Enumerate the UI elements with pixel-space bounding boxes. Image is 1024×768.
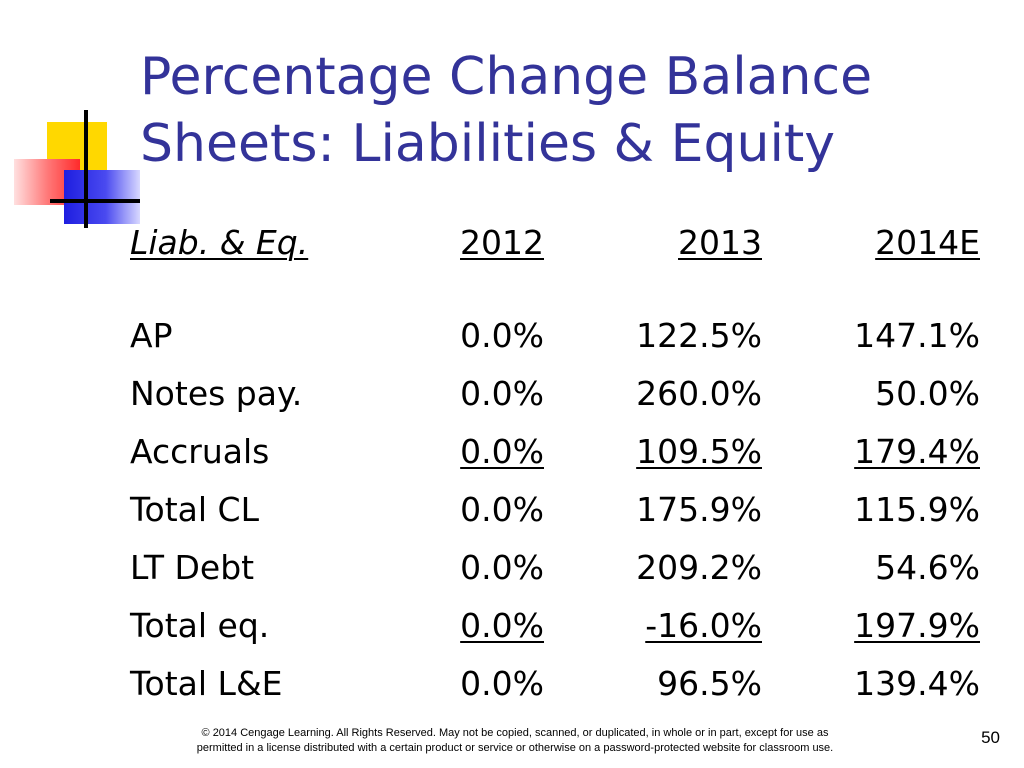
logo-horizontal-line bbox=[50, 199, 140, 203]
page-number: 50 bbox=[981, 728, 1000, 747]
value-2013: 175.9% bbox=[636, 490, 762, 529]
table-row: LT Debt 0.0% 209.2% 54.6% bbox=[130, 548, 980, 606]
logo-blue-square bbox=[64, 170, 140, 224]
value-2014e: 54.6% bbox=[875, 548, 980, 587]
value-2012: 0.0% bbox=[460, 664, 544, 703]
value-2014e: 197.9% bbox=[854, 606, 980, 645]
row-label: Total L&E bbox=[130, 664, 283, 703]
value-2013: 260.0% bbox=[636, 374, 762, 413]
logo-vertical-line bbox=[84, 110, 88, 228]
value-2012: 0.0% bbox=[460, 432, 544, 471]
row-label: AP bbox=[130, 316, 173, 355]
header-2014e: 2014E bbox=[875, 223, 980, 262]
value-2013: 96.5% bbox=[657, 664, 762, 703]
title-line-1: Percentage Change Balance bbox=[140, 47, 873, 107]
table-row: Total eq. 0.0% -16.0% 197.9% bbox=[130, 606, 980, 664]
header-2012: 2012 bbox=[460, 223, 544, 262]
value-2014e: 50.0% bbox=[875, 374, 980, 413]
value-2013: 209.2% bbox=[636, 548, 762, 587]
slide-title: Percentage Change Balance Sheets: Liabil… bbox=[140, 44, 1000, 178]
percentage-change-table: Liab. & Eq. 2012 2013 2014E AP 0.0% 122.… bbox=[130, 223, 980, 722]
table-row: Total CL 0.0% 175.9% 115.9% bbox=[130, 490, 980, 548]
row-label: Accruals bbox=[130, 432, 270, 471]
value-2012: 0.0% bbox=[460, 548, 544, 587]
table-row: Notes pay. 0.0% 260.0% 50.0% bbox=[130, 374, 980, 432]
row-label: Notes pay. bbox=[130, 374, 303, 413]
header-label: Liab. & Eq. bbox=[130, 223, 309, 262]
value-2014e: 139.4% bbox=[854, 664, 980, 703]
table-row: Accruals 0.0% 109.5% 179.4% bbox=[130, 432, 980, 490]
value-2012: 0.0% bbox=[460, 490, 544, 529]
value-2012: 0.0% bbox=[460, 606, 544, 645]
value-2014e: 115.9% bbox=[854, 490, 980, 529]
row-label: LT Debt bbox=[130, 548, 255, 587]
value-2014e: 147.1% bbox=[854, 316, 980, 355]
row-label: Total eq. bbox=[130, 606, 270, 645]
value-2012: 0.0% bbox=[460, 374, 544, 413]
table-row: Total L&E 0.0% 96.5% 139.4% bbox=[130, 664, 980, 722]
value-2012: 0.0% bbox=[460, 316, 544, 355]
value-2013: 122.5% bbox=[636, 316, 762, 355]
copyright-line-2: permitted in a license distributed with … bbox=[196, 742, 834, 754]
copyright-line-1: © 2014 Cengage Learning. All Rights Rese… bbox=[201, 727, 829, 739]
row-label: Total CL bbox=[130, 490, 259, 529]
copyright-footer: © 2014 Cengage Learning. All Rights Rese… bbox=[120, 726, 910, 756]
value-2013: -16.0% bbox=[645, 606, 762, 645]
table-row: AP 0.0% 122.5% 147.1% bbox=[130, 316, 980, 374]
value-2014e: 179.4% bbox=[854, 432, 980, 471]
value-2013: 109.5% bbox=[636, 432, 762, 471]
title-line-2: Sheets: Liabilities & Equity bbox=[140, 114, 836, 174]
header-2013: 2013 bbox=[678, 223, 762, 262]
table-header-row: Liab. & Eq. 2012 2013 2014E bbox=[130, 223, 980, 316]
